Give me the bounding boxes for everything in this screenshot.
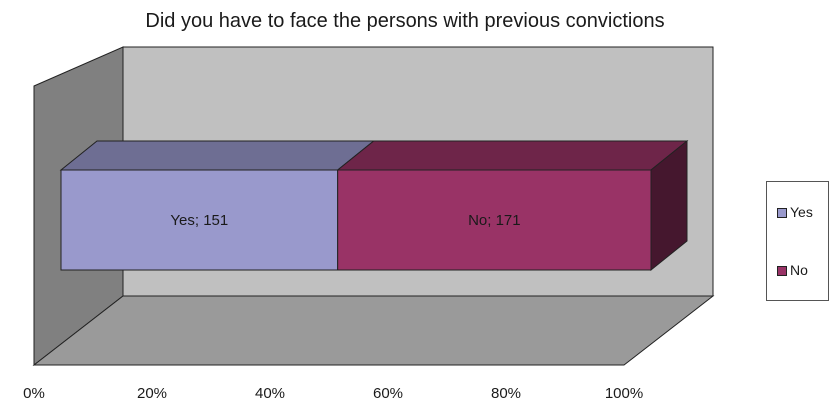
bar-top-no (336, 140, 689, 171)
data-label-yes: Yes; 151 (170, 212, 228, 229)
data-label-no: No; 171 (468, 212, 521, 229)
x-axis-ticks: 0% 20% 40% 60% 80% 100% (23, 385, 643, 402)
bar-top-yes (59, 140, 376, 171)
bar-side-no (650, 139, 688, 272)
floor (32, 295, 715, 366)
legend-swatch-no (777, 266, 787, 277)
legend-label-yes: Yes (790, 204, 813, 220)
legend: Yes No (766, 181, 829, 301)
x-tick-label: 100% (605, 385, 643, 402)
legend-item-yes: Yes (777, 204, 813, 220)
legend-item-no: No (777, 262, 808, 278)
x-tick-label: 20% (137, 385, 167, 402)
x-tick-label: 0% (23, 385, 45, 402)
bars-group: Yes; 151 No; 171 (59, 139, 689, 272)
legend-label-no: No (790, 262, 808, 278)
x-tick-label: 40% (255, 385, 285, 402)
x-tick-label: 60% (373, 385, 403, 402)
x-tick-label: 80% (491, 385, 521, 402)
legend-swatch-yes (777, 208, 787, 219)
chart-title: Did you have to face the persons with pr… (145, 10, 665, 32)
